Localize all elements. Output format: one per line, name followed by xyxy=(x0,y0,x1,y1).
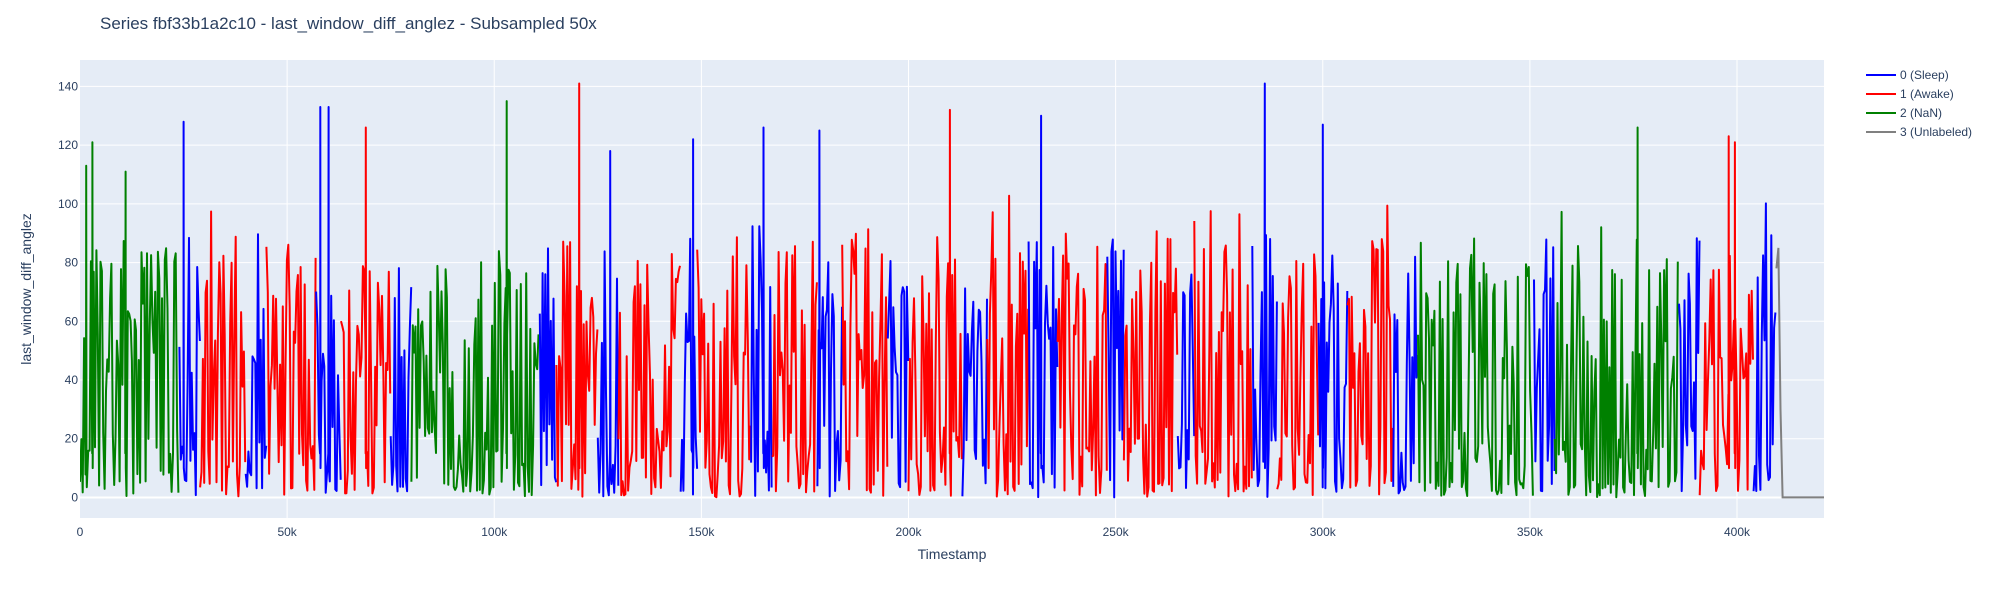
y-tick-label: 20 xyxy=(65,432,79,446)
axis-labels: 0 50k 100k 150k 200k 250k 300k 350k 400k 0 20 40 60 8… xyxy=(58,79,1751,539)
series-line-segment xyxy=(696,236,752,499)
series-line-segment xyxy=(340,126,392,495)
series-line-segment xyxy=(750,126,773,497)
series-line-segment xyxy=(1106,238,1125,499)
series-line-segment xyxy=(199,210,247,498)
series-line-segment xyxy=(410,100,540,498)
series-line-segment xyxy=(244,233,268,490)
y-tick-label: 80 xyxy=(65,256,79,270)
series-line-segment xyxy=(389,267,413,493)
x-tick-label: 300k xyxy=(1310,525,1337,539)
series-line-segment xyxy=(961,287,988,497)
series-line-segment xyxy=(1276,253,1320,496)
y-tick-label: 40 xyxy=(65,373,79,387)
x-tick-label: 250k xyxy=(1103,525,1130,539)
y-axis-title: last_window_diff_anglez xyxy=(18,213,34,365)
x-axis-title: Timestamp xyxy=(918,546,987,562)
series-line-segment xyxy=(1317,123,1349,493)
series-layer xyxy=(80,82,1824,499)
series-line-segment xyxy=(679,138,699,496)
x-tick-label: 50k xyxy=(277,525,297,539)
series-line-segment xyxy=(1122,230,1179,498)
x-tick-label: 400k xyxy=(1724,525,1751,539)
y-tick-label: 60 xyxy=(65,314,79,328)
series-line-unlabeled xyxy=(1775,247,1824,499)
series-line-segment xyxy=(178,120,201,497)
x-tick-label: 200k xyxy=(895,525,922,539)
series-line-segment xyxy=(1346,204,1394,496)
legend-label[interactable]: 0 (Sleep) xyxy=(1900,68,1949,82)
series-line-segment xyxy=(1392,255,1419,495)
series-line-segment xyxy=(816,129,843,498)
series-line-segment xyxy=(1251,82,1278,498)
series-line-segment xyxy=(555,82,599,498)
y-tick-label: 0 xyxy=(71,490,78,504)
series-line-segment xyxy=(617,253,681,497)
y-tick-label: 100 xyxy=(58,197,78,211)
series-line-segment xyxy=(986,194,1030,498)
x-tick-label: 100k xyxy=(481,525,508,539)
series-line-segment xyxy=(80,141,180,497)
series-line-segment xyxy=(1417,237,1534,497)
x-tick-label: 150k xyxy=(688,525,715,539)
series-line-segment xyxy=(1553,126,1679,499)
series-line-segment xyxy=(1056,232,1108,497)
legend-label[interactable]: 3 (Unlabeled) xyxy=(1900,125,1972,139)
series-line-segment xyxy=(265,243,317,496)
series-line-segment xyxy=(1176,273,1196,489)
x-tick-label: 350k xyxy=(1517,525,1544,539)
series-line-segment xyxy=(886,260,910,489)
y-tick-label: 140 xyxy=(58,79,78,93)
series-line-segment xyxy=(315,106,342,494)
series-line-segment xyxy=(1193,210,1253,498)
chart-title: Series fbf33b1a2c10 - last_window_diff_a… xyxy=(100,14,597,33)
series-line-segment xyxy=(1027,114,1059,499)
series-line-segment xyxy=(596,150,620,498)
series-line-segment xyxy=(1678,237,1701,493)
legend: 0 (Sleep) 1 (Awake) 2 (NaN) 3 (Unlabeled) xyxy=(1866,68,1972,139)
x-tick-label: 0 xyxy=(77,525,84,539)
legend-label[interactable]: 1 (Awake) xyxy=(1900,87,1954,101)
series-line-segment xyxy=(538,247,558,487)
series-line-segment xyxy=(1752,202,1777,492)
series-line-segment xyxy=(771,240,818,494)
series-line-segment xyxy=(1533,238,1556,493)
series-line-segment xyxy=(907,108,963,497)
y-tick-label: 120 xyxy=(58,138,78,152)
series-line-segment xyxy=(1698,135,1754,496)
legend-label[interactable]: 2 (NaN) xyxy=(1900,106,1942,120)
series-line-segment xyxy=(841,228,889,497)
